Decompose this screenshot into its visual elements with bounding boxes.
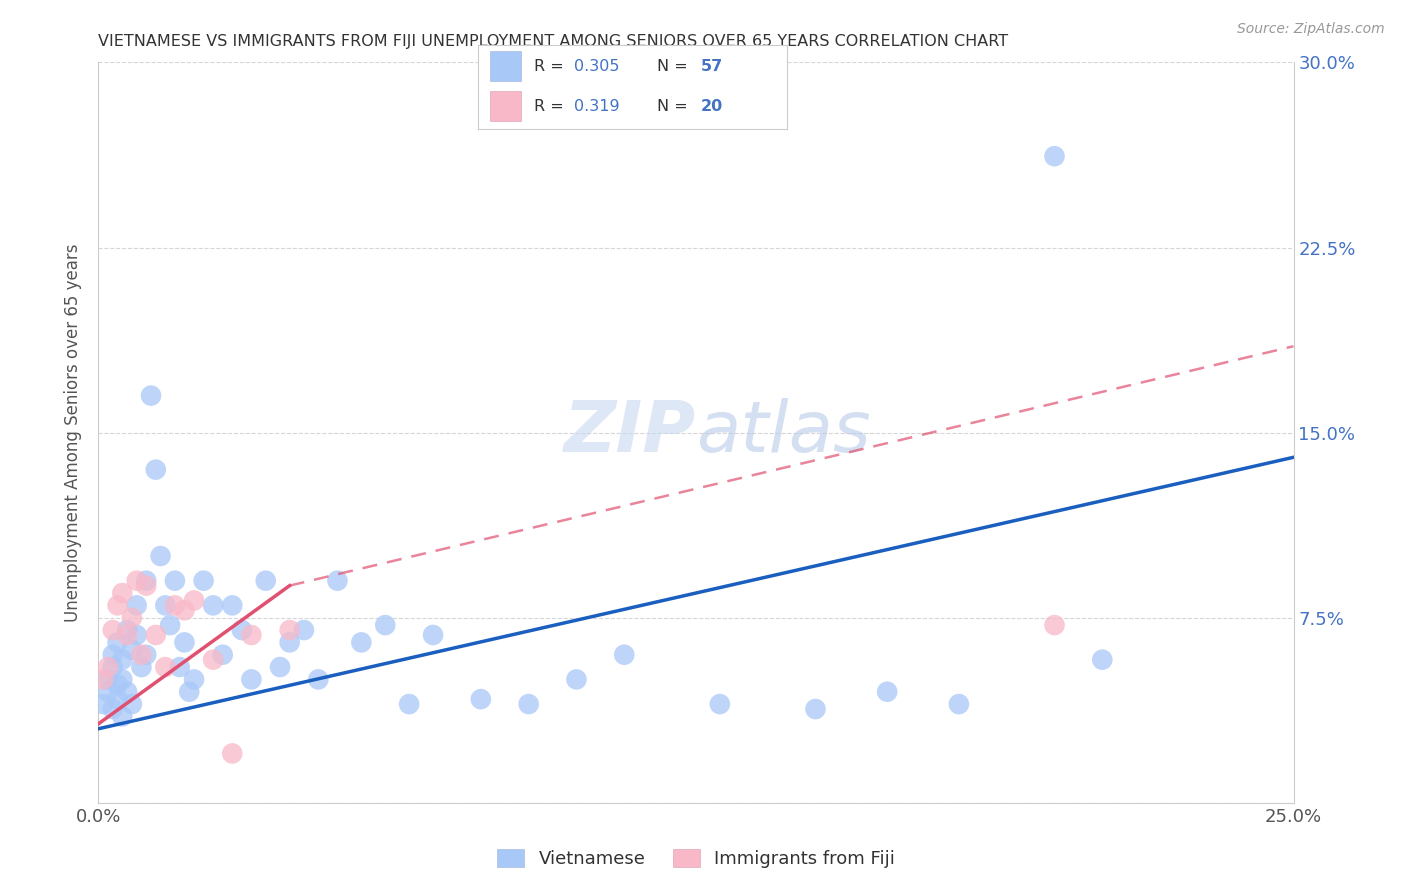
Point	[163, 574, 186, 588]
Legend: Vietnamese, Immigrants from Fiji: Vietnamese, Immigrants from Fiji	[489, 841, 903, 875]
Text: R =: R =	[534, 98, 568, 113]
Point	[1043, 149, 1066, 163]
Point	[125, 599, 148, 613]
Point	[804, 702, 827, 716]
Point	[125, 628, 148, 642]
Point	[709, 697, 731, 711]
Text: N =: N =	[658, 59, 693, 74]
Text: 0.319: 0.319	[574, 98, 620, 113]
Point	[135, 574, 157, 588]
Bar	[491, 91, 522, 120]
Point	[1043, 618, 1066, 632]
Point	[155, 660, 177, 674]
Point	[101, 660, 124, 674]
Point	[221, 747, 243, 761]
Point	[1091, 653, 1114, 667]
Point	[173, 603, 195, 617]
Point	[565, 673, 588, 687]
Point	[183, 593, 205, 607]
Point	[278, 635, 301, 649]
Point	[97, 660, 120, 674]
Point	[269, 660, 291, 674]
Bar	[491, 52, 522, 81]
Point	[422, 628, 444, 642]
Point	[292, 623, 315, 637]
Text: Source: ZipAtlas.com: Source: ZipAtlas.com	[1237, 22, 1385, 37]
Point	[350, 635, 373, 649]
Point	[307, 673, 329, 687]
Point	[149, 549, 172, 563]
Point	[470, 692, 492, 706]
Point	[221, 599, 243, 613]
Point	[240, 628, 263, 642]
Point	[91, 673, 114, 687]
Point	[145, 462, 167, 476]
Text: 20: 20	[700, 98, 723, 113]
Text: 0.305: 0.305	[574, 59, 620, 74]
Point	[97, 673, 120, 687]
Point	[254, 574, 277, 588]
Point	[111, 673, 134, 687]
Point	[101, 623, 124, 637]
Text: atlas: atlas	[696, 398, 870, 467]
Point	[111, 653, 134, 667]
Point	[131, 648, 153, 662]
Point	[121, 610, 143, 624]
Point	[97, 685, 120, 699]
Point	[169, 660, 191, 674]
Point	[211, 648, 233, 662]
Point	[517, 697, 540, 711]
Y-axis label: Unemployment Among Seniors over 65 years: Unemployment Among Seniors over 65 years	[65, 244, 83, 622]
Point	[948, 697, 970, 711]
Point	[240, 673, 263, 687]
Text: 57: 57	[700, 59, 723, 74]
Point	[91, 697, 114, 711]
Point	[121, 697, 143, 711]
Point	[183, 673, 205, 687]
Point	[107, 692, 129, 706]
Point	[193, 574, 215, 588]
Point	[111, 586, 134, 600]
Point	[107, 635, 129, 649]
Point	[107, 599, 129, 613]
Point	[326, 574, 349, 588]
Point	[155, 599, 177, 613]
Point	[202, 599, 225, 613]
Point	[115, 623, 138, 637]
Text: N =: N =	[658, 98, 693, 113]
Point	[398, 697, 420, 711]
Point	[115, 685, 138, 699]
Point	[374, 618, 396, 632]
Point	[202, 653, 225, 667]
Point	[101, 702, 124, 716]
Point	[179, 685, 201, 699]
Point	[131, 660, 153, 674]
Point	[125, 574, 148, 588]
Point	[135, 648, 157, 662]
Point	[876, 685, 898, 699]
Point	[121, 642, 143, 657]
Text: VIETNAMESE VS IMMIGRANTS FROM FIJI UNEMPLOYMENT AMONG SENIORS OVER 65 YEARS CORR: VIETNAMESE VS IMMIGRANTS FROM FIJI UNEMP…	[98, 34, 1008, 49]
Point	[107, 677, 129, 691]
Point	[173, 635, 195, 649]
Point	[159, 618, 181, 632]
Point	[101, 648, 124, 662]
Point	[115, 628, 138, 642]
Text: R =: R =	[534, 59, 568, 74]
Point	[613, 648, 636, 662]
Point	[278, 623, 301, 637]
Point	[145, 628, 167, 642]
Point	[139, 388, 162, 402]
Point	[135, 579, 157, 593]
Point	[163, 599, 186, 613]
Point	[231, 623, 253, 637]
Text: ZIP: ZIP	[564, 398, 696, 467]
Point	[111, 709, 134, 723]
